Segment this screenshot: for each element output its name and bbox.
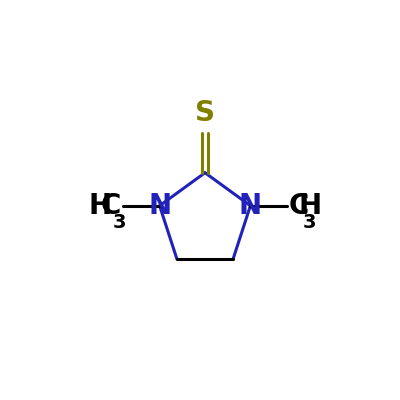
Text: 3: 3 [303, 212, 316, 232]
Text: C: C [101, 192, 121, 220]
Text: N: N [239, 192, 262, 220]
Text: H: H [298, 192, 321, 220]
Text: C: C [289, 192, 309, 220]
Text: 3: 3 [112, 212, 126, 232]
Text: S: S [195, 98, 215, 126]
Text: H: H [89, 192, 112, 220]
Text: N: N [148, 192, 171, 220]
